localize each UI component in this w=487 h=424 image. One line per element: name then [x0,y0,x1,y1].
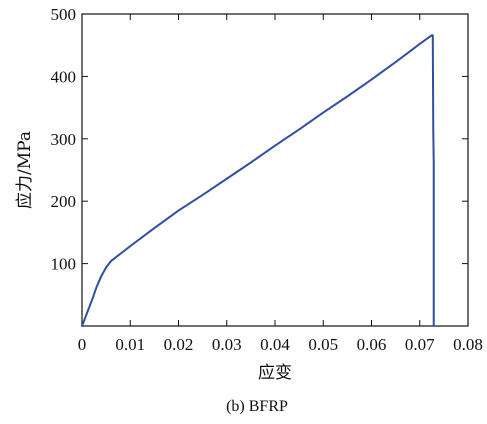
x-tick-label-6: 0.06 [357,335,387,354]
y-tick-label-1: 200 [51,192,77,211]
y-tick-label-3: 400 [51,67,77,86]
y-tick-label-4: 500 [51,5,77,24]
plot-frame [81,13,469,327]
x-tick-label-5: 0.05 [308,335,338,354]
x-axis-label: 应变 [258,363,292,383]
x-tick-label-7: 0.07 [405,335,435,354]
x-tick-label-0: 0 [78,335,87,354]
ticks-layer [81,13,469,326]
x-tick-label-8: 0.08 [453,335,483,354]
stress-strain-curve [81,34,435,327]
x-tick-label-3: 0.03 [212,335,242,354]
x-tick-label-1: 0.01 [115,335,145,354]
y-axis-label: 应力/MPa [15,131,35,209]
y-tick-label-0: 100 [51,255,77,274]
figure-caption: (b) BFRP [226,398,288,415]
x-tick-label-2: 0.02 [164,335,194,354]
y-tick-label-2: 300 [51,130,77,149]
tick-labels-layer: 0 0.01 0.02 0.03 0.04 0.05 0.06 0.07 0.08 100 200 3… [51,5,483,354]
x-tick-label-4: 0.04 [260,335,290,354]
